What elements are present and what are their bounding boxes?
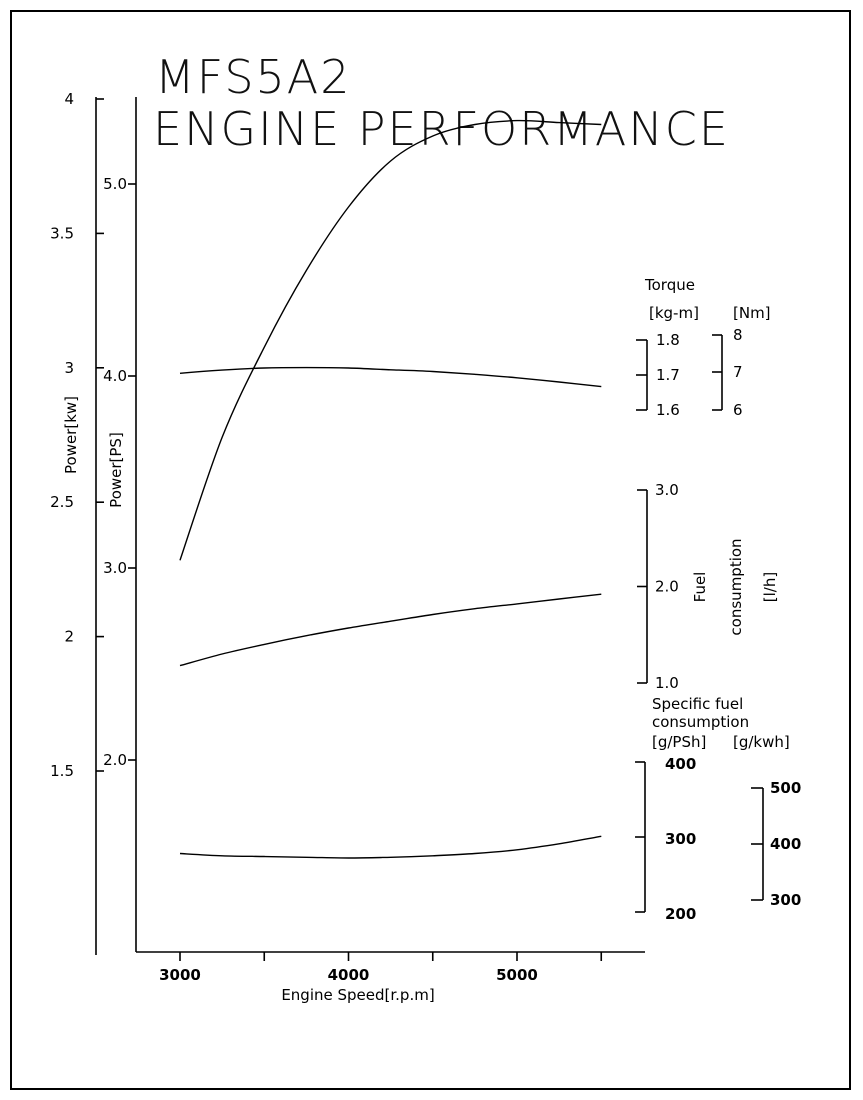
sfc-psh-tick-label-200: 200 [665, 905, 696, 923]
fuel-axis-title-line2: consumption [727, 538, 745, 635]
sfc-psh-tick-label-400: 400 [665, 755, 696, 773]
chart-title-line1: MFS5A2 [155, 50, 352, 104]
power-ps-axis-title: Power[PS] [107, 432, 125, 508]
torque-nm-tick-label-6: 6 [733, 401, 743, 419]
fuel-tick-label-3.0: 3.0 [655, 481, 679, 499]
power-ps-tick-label-5.0: 5.0 [103, 175, 127, 193]
series-line-sfc [179, 835, 602, 859]
torque-unit-nm: [Nm] [733, 304, 771, 322]
power-kw-tick-label-1.5: 1.5 [50, 762, 74, 780]
sfc-kwh-tick-label-500: 500 [770, 779, 801, 797]
sfc-kwh-tick-label-400: 400 [770, 835, 801, 853]
fuel-tick-label-1.0: 1.0 [655, 674, 679, 692]
power-kw-tick-label-2: 2 [64, 628, 74, 646]
sfc-axis-title-line1: Specific fuel [652, 695, 743, 713]
series-line-fuel [179, 593, 602, 667]
sfc-unit-kwh: [g/kwh] [733, 733, 790, 751]
x-tick-label-4000: 4000 [328, 966, 370, 984]
sfc-axis-title-line2: consumption [652, 713, 749, 731]
sfc-psh-tick-label-300: 300 [665, 830, 696, 848]
torque-kgm-tick-label-1.7: 1.7 [656, 366, 680, 384]
torque-nm-tick-label-7: 7 [733, 363, 743, 381]
power-kw-tick-label-2.5: 2.5 [50, 493, 74, 511]
torque-kgm-tick-label-1.8: 1.8 [656, 331, 680, 349]
power-kw-tick-label-3.5: 3.5 [50, 224, 74, 242]
axes-layer: 3000 4000 5000 Engine Speed[r.p.m] 4 3.5 3 2.5 2… [50, 90, 801, 1004]
power-ps-tick-label-3.0: 3.0 [103, 559, 127, 577]
power-kw-axis-title: Power[kw] [62, 396, 80, 474]
torque-axis-title: Torque [644, 276, 695, 294]
torque-nm-tick-label-8: 8 [733, 326, 743, 344]
fuel-tick-label-2.0: 2.0 [655, 578, 679, 596]
fuel-axis-title-line1: Fuel [691, 572, 709, 603]
fuel-axis-title-line3: [l/h] [761, 572, 779, 602]
power-kw-tick-label-4: 4 [64, 90, 74, 108]
torque-kgm-tick-label-1.6: 1.6 [656, 401, 680, 419]
series-line-torque [179, 366, 602, 388]
series-line-power-ps [179, 119, 602, 561]
chart-title-line2: ENGINE PERFORMANCE [153, 102, 730, 156]
power-ps-tick-label-2.0: 2.0 [103, 751, 127, 769]
sfc-unit-psh: [g/PSh] [652, 733, 706, 751]
sfc-kwh-tick-label-300: 300 [770, 891, 801, 909]
x-tick-label-3000: 3000 [159, 966, 201, 984]
x-axis-title: Engine Speed[r.p.m] [281, 986, 434, 1004]
curves-layer [179, 119, 602, 859]
page-frame [10, 10, 851, 1090]
power-ps-tick-label-4.0: 4.0 [103, 367, 127, 385]
power-kw-tick-label-3: 3 [64, 359, 74, 377]
torque-unit-kgm: [kg-m] [649, 304, 699, 322]
x-tick-label-5000: 5000 [496, 966, 538, 984]
